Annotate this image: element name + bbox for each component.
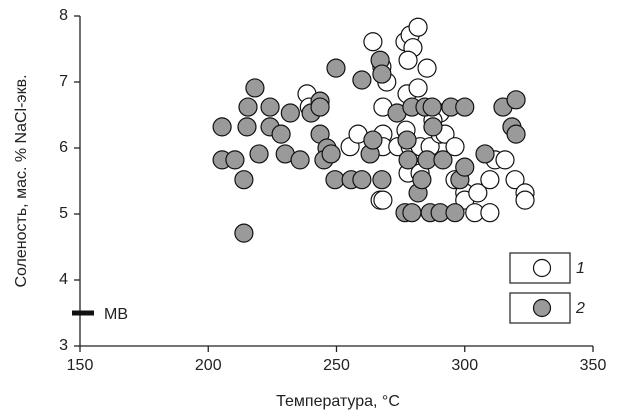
point <box>225 150 245 170</box>
x-tick-label: 200 <box>195 357 222 374</box>
point <box>515 190 535 210</box>
point <box>234 223 254 243</box>
point <box>433 150 453 170</box>
point <box>506 124 526 144</box>
point <box>408 17 428 37</box>
point <box>506 90 526 110</box>
x-tick-label: 350 <box>580 357 607 374</box>
x-tick-label: 250 <box>323 357 350 374</box>
point <box>271 124 291 144</box>
point <box>372 64 392 84</box>
y-tick-label: 4 <box>59 271 68 288</box>
point <box>249 144 269 164</box>
point <box>417 58 437 78</box>
point <box>495 150 515 170</box>
y-tick-label: 3 <box>59 337 68 354</box>
point <box>245 78 265 98</box>
y-tick-label: 6 <box>59 139 68 156</box>
point <box>398 150 418 170</box>
point <box>480 203 500 223</box>
point <box>325 170 345 190</box>
point <box>372 170 392 190</box>
legend-label: 2 <box>575 300 585 317</box>
point <box>321 144 341 164</box>
legend-label: 1 <box>576 260 585 277</box>
point <box>352 70 372 90</box>
point <box>310 97 330 117</box>
legend-box <box>509 252 571 284</box>
x-axis-label: Температура, °C <box>276 393 400 410</box>
point <box>280 103 300 123</box>
point <box>412 170 432 190</box>
point <box>363 130 383 150</box>
point <box>480 170 500 190</box>
point <box>238 97 258 117</box>
y-tick-label: 8 <box>59 7 68 24</box>
y-axis-label: Соленость, мас. % NaCl-экв. <box>13 74 30 287</box>
point <box>373 190 393 210</box>
point <box>423 117 443 137</box>
point <box>290 150 310 170</box>
y-tick-label: 7 <box>59 73 68 90</box>
point <box>505 170 525 190</box>
point <box>212 117 232 137</box>
point <box>397 130 417 150</box>
y-tick-label: 5 <box>59 205 68 222</box>
point <box>402 203 422 223</box>
point <box>398 50 418 70</box>
point <box>455 97 475 117</box>
point <box>417 150 437 170</box>
legend-marker <box>532 258 552 278</box>
point <box>475 144 495 164</box>
point <box>363 32 383 52</box>
annotation-label: МВ <box>104 306 128 323</box>
point <box>352 170 372 190</box>
point <box>445 203 465 223</box>
x-tick-label: 300 <box>451 357 478 374</box>
point <box>408 78 428 98</box>
legend-box <box>509 292 571 324</box>
point <box>455 157 475 177</box>
point <box>237 117 257 137</box>
legend-marker <box>532 298 552 318</box>
point <box>422 97 442 117</box>
point <box>445 137 465 157</box>
point <box>260 97 280 117</box>
point <box>326 58 346 78</box>
point <box>234 170 254 190</box>
point <box>468 183 488 203</box>
x-tick-label: 150 <box>67 357 94 374</box>
